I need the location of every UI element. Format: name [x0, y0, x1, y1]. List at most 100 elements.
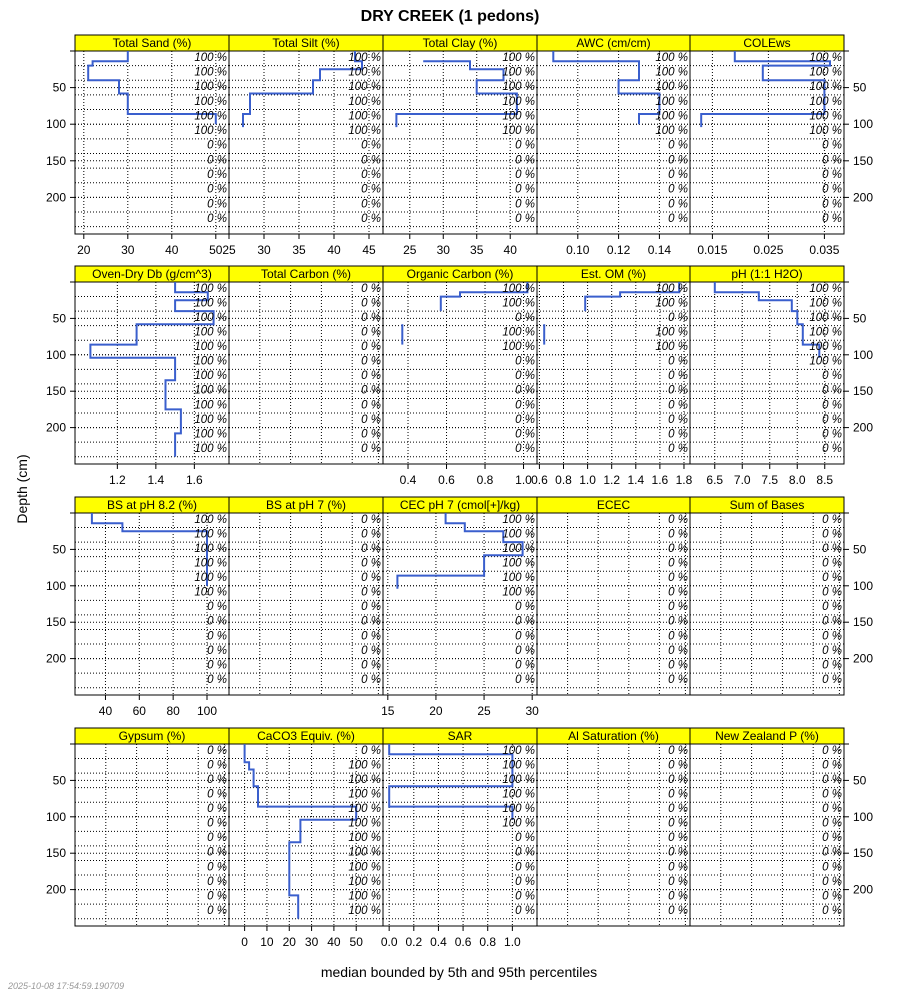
percent-label: 0 % — [515, 140, 535, 152]
percent-label: 0 % — [361, 428, 381, 440]
percent-label: 0 % — [207, 876, 227, 888]
x-tick-label: 0.4 — [430, 935, 447, 949]
percent-label: 0 % — [668, 847, 688, 859]
percent-label: 0 % — [515, 905, 535, 917]
percent-label: 100 % — [809, 341, 842, 353]
percent-label: 0 % — [822, 528, 842, 540]
panel-title: AWC (cm/cm) — [576, 36, 650, 50]
percent-label: 100 % — [655, 96, 688, 108]
percent-label: 0 % — [361, 140, 381, 152]
percent-label: 0 % — [822, 905, 842, 917]
percent-label: 0 % — [361, 616, 381, 628]
percent-label: 100 % — [194, 443, 227, 455]
y-tick-label: 100 — [46, 348, 66, 362]
percent-label: 0 % — [207, 630, 227, 642]
percent-label: 0 % — [207, 789, 227, 801]
percent-label: 100 % — [194, 52, 227, 64]
percent-label: 100 % — [655, 327, 688, 339]
median-depth-profile — [700, 51, 831, 128]
percent-label: 100 % — [194, 543, 227, 555]
percent-label: 100 % — [348, 818, 381, 830]
percent-label: 0 % — [361, 645, 381, 657]
panel: SAR 100 % 100 % 100 % 100 % 100 % 100 % 0 % 0 % 0… — [381, 727, 538, 949]
percent-label: 0 % — [207, 759, 227, 771]
x-tick-label: 0.10 — [566, 243, 590, 257]
x-tick-label: 0.8 — [479, 935, 496, 949]
panel-title: SAR — [448, 729, 473, 743]
percent-label: 100 % — [809, 356, 842, 368]
x-tick-label: 1.2 — [109, 473, 126, 487]
percent-label: 0 % — [515, 414, 535, 426]
y-tick-label: 100 — [46, 810, 66, 824]
percent-label: 100 % — [655, 341, 688, 353]
percent-label: 100 % — [502, 514, 535, 526]
y-tick-label: 100 — [46, 579, 66, 593]
percent-label: 100 % — [502, 125, 535, 137]
panel: Total Silt (%) 100 % 100 % 100 % 100 % 100 % 1… — [222, 34, 384, 257]
percent-label: 0 % — [361, 543, 381, 555]
percent-label: 100 % — [194, 125, 227, 137]
percent-label: 0 % — [515, 630, 535, 642]
y-tick-label: 50 — [853, 81, 867, 95]
percent-label: 0 % — [515, 890, 535, 902]
percent-label: 0 % — [668, 528, 688, 540]
x-tick-label: 25 — [403, 243, 417, 257]
percent-label: 0 % — [668, 745, 688, 757]
y-tick-label: 200 — [46, 190, 66, 204]
percent-label: 0 % — [515, 198, 535, 210]
y-tick-label: 50 — [853, 773, 867, 787]
percent-label: 0 % — [207, 832, 227, 844]
panel: BS at pH 8.2 (%) 100 % 100 % 100 % 100 % 100 … — [46, 496, 230, 718]
y-tick-label: 200 — [46, 652, 66, 666]
x-tick-label: 0.12 — [607, 243, 631, 257]
percent-label: 0 % — [207, 774, 227, 786]
percent-label: 0 % — [668, 514, 688, 526]
y-tick-label: 150 — [853, 615, 873, 629]
percent-label: 0 % — [361, 601, 381, 613]
x-tick-label: 1.0 — [515, 473, 532, 487]
percent-label: 100 % — [194, 356, 227, 368]
panel-title: Total Clay (%) — [423, 36, 498, 50]
panel-title: Gypsum (%) — [119, 729, 186, 743]
percent-label: 0 % — [515, 443, 535, 455]
median-depth-profile — [584, 282, 681, 312]
percent-label: 0 % — [207, 198, 227, 210]
y-tick-label: 50 — [853, 542, 867, 556]
percent-label: 100 % — [502, 774, 535, 786]
x-tick-label: 40 — [327, 243, 341, 257]
panel-title: Oven-Dry Db (g/cm^3) — [92, 267, 212, 281]
y-tick-label: 200 — [853, 652, 873, 666]
percent-label: 100 % — [502, 759, 535, 771]
percent-label: 100 % — [348, 861, 381, 873]
panel: Sum of Bases 0 % 0 % 0 % 0 % 0 % 0 % 0 % 0 % 0 % 0… — [689, 496, 873, 696]
percent-label: 100 % — [655, 297, 688, 309]
percent-label: 100 % — [809, 66, 842, 78]
y-tick-label: 150 — [46, 154, 66, 168]
percent-label: 100 % — [194, 96, 227, 108]
x-tick-label: 35 — [470, 243, 484, 257]
percent-label: 0 % — [515, 832, 535, 844]
x-tick-label: 0.025 — [753, 243, 783, 257]
percent-label: 100 % — [348, 110, 381, 122]
y-tick-label: 200 — [853, 190, 873, 204]
x-tick-label: 20 — [77, 243, 91, 257]
chart-title: DRY CREEK (1 pedons) — [361, 8, 540, 25]
percent-label: 0 % — [515, 312, 535, 324]
x-tick-label: 30 — [526, 704, 540, 718]
panel: BS at pH 7 (%) 0 % 0 % 0 % 0 % 0 % 0 % 0 % 0 % 0 … — [228, 496, 384, 696]
percent-label: 100 % — [348, 52, 381, 64]
percent-label: 0 % — [668, 399, 688, 411]
percent-label: 0 % — [361, 414, 381, 426]
median-depth-profile — [713, 282, 821, 358]
percent-label: 0 % — [668, 370, 688, 382]
percent-label: 100 % — [348, 759, 381, 771]
percent-label: 0 % — [822, 861, 842, 873]
y-tick-label: 50 — [53, 773, 67, 787]
x-tick-label: 1.0 — [579, 473, 596, 487]
percent-label: 100 % — [348, 81, 381, 93]
percent-label: 0 % — [822, 198, 842, 210]
percent-label: 100 % — [194, 587, 227, 599]
percent-label: 0 % — [207, 659, 227, 671]
percent-label: 100 % — [194, 414, 227, 426]
percent-label: 0 % — [515, 674, 535, 686]
